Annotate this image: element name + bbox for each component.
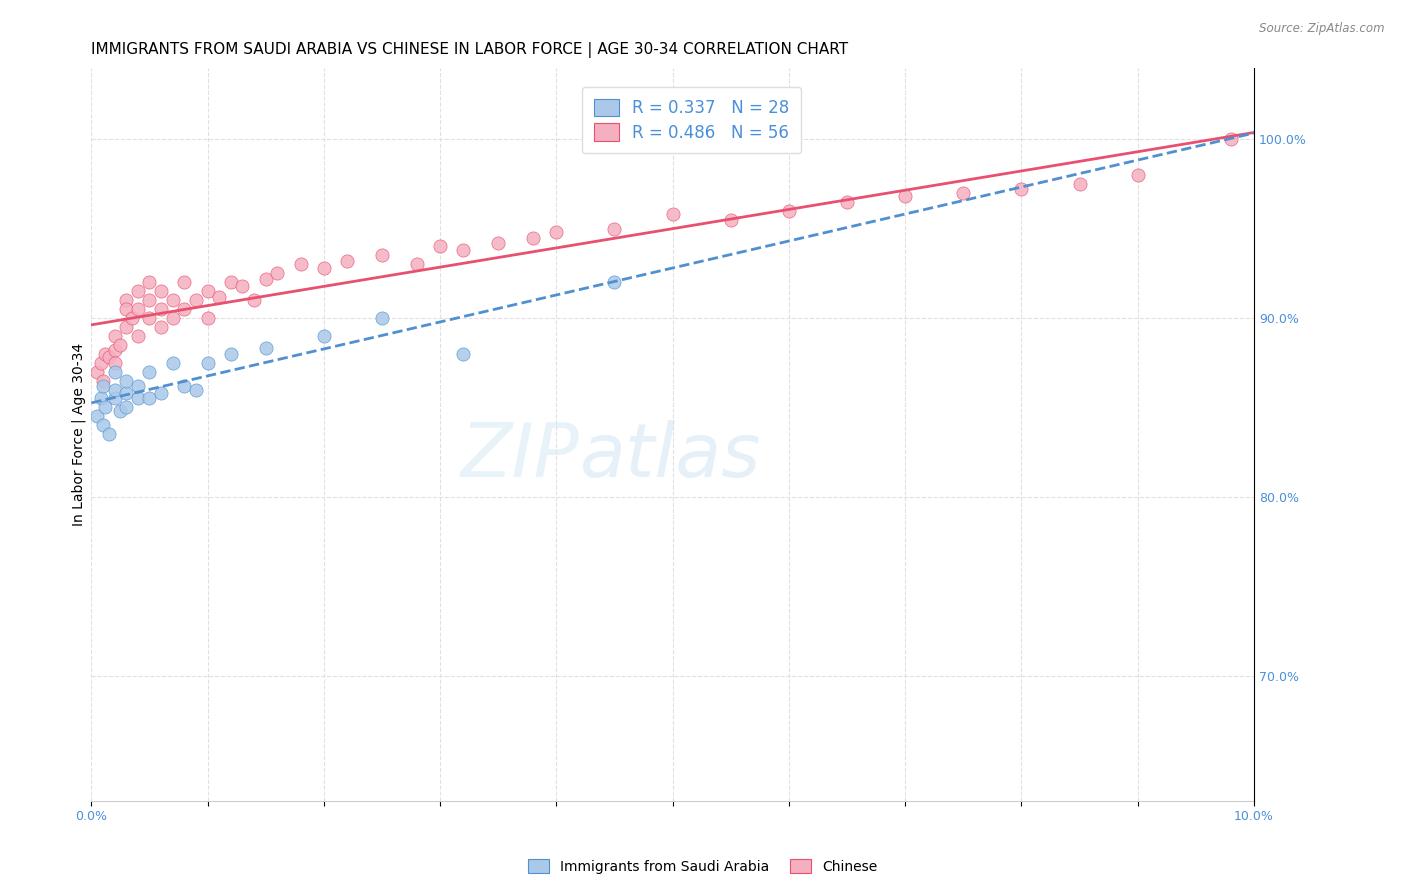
- Point: [162, 310, 184, 325]
- Point: [115, 301, 138, 316]
- Point: [243, 293, 266, 307]
- Text: IMMIGRANTS FROM SAUDI ARABIA VS CHINESE IN LABOR FORCE | AGE 30-34 CORRELATION C: IMMIGRANTS FROM SAUDI ARABIA VS CHINESE …: [91, 42, 848, 58]
- Point: [1219, 132, 1241, 146]
- Point: [127, 301, 149, 316]
- Point: [91, 379, 114, 393]
- Point: [453, 243, 475, 257]
- Point: [97, 351, 120, 365]
- Point: [197, 284, 219, 298]
- Point: [952, 186, 974, 200]
- Point: [371, 248, 394, 262]
- Point: [121, 310, 143, 325]
- Point: [103, 343, 125, 358]
- Text: ZIP: ZIP: [461, 420, 579, 492]
- Point: [162, 293, 184, 307]
- Point: [486, 235, 509, 250]
- Point: [266, 266, 288, 280]
- Point: [127, 284, 149, 298]
- Point: [661, 207, 683, 221]
- Legend: Immigrants from Saudi Arabia, Chinese: Immigrants from Saudi Arabia, Chinese: [522, 852, 884, 880]
- Point: [127, 329, 149, 343]
- Point: [778, 203, 800, 218]
- Point: [110, 404, 132, 418]
- Point: [110, 338, 132, 352]
- Point: [138, 293, 160, 307]
- Point: [94, 401, 117, 415]
- Point: [231, 278, 253, 293]
- Point: [173, 275, 195, 289]
- Point: [127, 379, 149, 393]
- Point: [184, 383, 207, 397]
- Point: [94, 347, 117, 361]
- Point: [103, 383, 125, 397]
- Point: [86, 409, 108, 424]
- Text: atlas: atlas: [579, 420, 761, 492]
- Point: [173, 379, 195, 393]
- Point: [173, 301, 195, 316]
- Point: [405, 257, 427, 271]
- Point: [115, 293, 138, 307]
- Point: [138, 392, 160, 406]
- Point: [90, 356, 112, 370]
- Point: [290, 257, 312, 271]
- Point: [197, 310, 219, 325]
- Legend: R = 0.337   N = 28, R = 0.486   N = 56: R = 0.337 N = 28, R = 0.486 N = 56: [582, 87, 801, 153]
- Point: [219, 347, 242, 361]
- Point: [894, 189, 917, 203]
- Point: [150, 320, 173, 334]
- Point: [720, 212, 742, 227]
- Point: [150, 301, 173, 316]
- Point: [336, 253, 359, 268]
- Point: [97, 427, 120, 442]
- Point: [603, 221, 626, 235]
- Point: [103, 329, 125, 343]
- Point: [312, 260, 335, 275]
- Point: [1126, 168, 1149, 182]
- Point: [453, 347, 475, 361]
- Point: [115, 401, 138, 415]
- Point: [90, 392, 112, 406]
- Point: [219, 275, 242, 289]
- Point: [115, 386, 138, 401]
- Point: [184, 293, 207, 307]
- Point: [312, 329, 335, 343]
- Point: [91, 418, 114, 433]
- Point: [138, 365, 160, 379]
- Point: [254, 271, 277, 285]
- Point: [86, 365, 108, 379]
- Point: [522, 230, 544, 244]
- Point: [254, 342, 277, 356]
- Point: [208, 289, 231, 303]
- Point: [115, 374, 138, 388]
- Point: [150, 386, 173, 401]
- Point: [835, 194, 858, 209]
- Point: [103, 392, 125, 406]
- Text: Source: ZipAtlas.com: Source: ZipAtlas.com: [1260, 22, 1385, 36]
- Point: [115, 320, 138, 334]
- Point: [603, 275, 626, 289]
- Point: [371, 310, 394, 325]
- Point: [138, 275, 160, 289]
- Point: [127, 392, 149, 406]
- Point: [546, 225, 568, 239]
- Point: [150, 284, 173, 298]
- Point: [1069, 177, 1091, 191]
- Y-axis label: In Labor Force | Age 30-34: In Labor Force | Age 30-34: [72, 343, 86, 525]
- Point: [197, 356, 219, 370]
- Point: [103, 356, 125, 370]
- Point: [138, 310, 160, 325]
- Point: [103, 365, 125, 379]
- Point: [429, 239, 451, 253]
- Point: [91, 374, 114, 388]
- Point: [1010, 182, 1032, 196]
- Point: [162, 356, 184, 370]
